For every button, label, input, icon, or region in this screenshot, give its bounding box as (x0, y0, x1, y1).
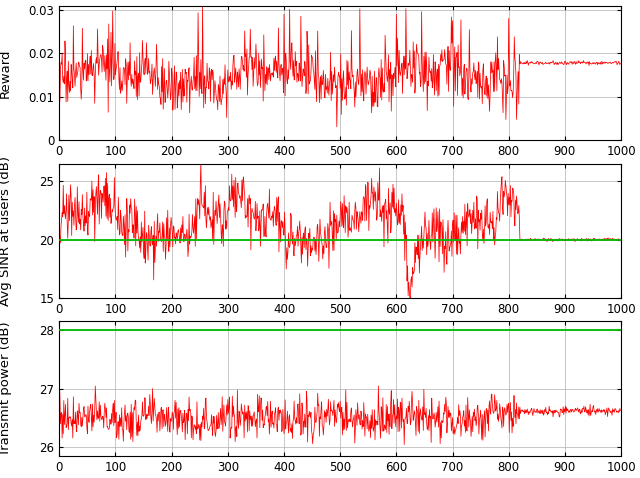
Y-axis label: Avg SINR at users (dB): Avg SINR at users (dB) (0, 156, 12, 306)
Y-axis label: Transmit power (dB): Transmit power (dB) (0, 321, 12, 456)
Y-axis label: Reward: Reward (0, 48, 12, 98)
